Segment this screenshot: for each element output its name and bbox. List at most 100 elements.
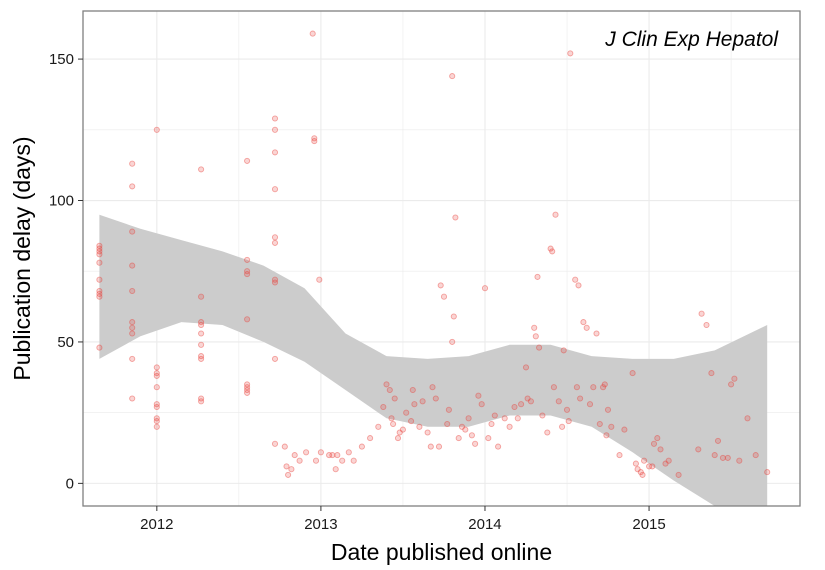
- data-point: [555, 398, 562, 405]
- data-point: [244, 316, 251, 323]
- data-point: [409, 386, 416, 394]
- data-point: [153, 126, 160, 133]
- data-point: [724, 454, 731, 461]
- data-point: [96, 259, 103, 266]
- data-point: [129, 324, 136, 331]
- data-point: [532, 333, 539, 340]
- data-point: [271, 276, 279, 283]
- data-point: [198, 341, 205, 348]
- data-point: [129, 330, 136, 337]
- data-point: [271, 126, 279, 133]
- data-point: [153, 423, 160, 430]
- data-point: [358, 443, 365, 450]
- data-point: [311, 135, 318, 142]
- data-point: [303, 449, 310, 456]
- data-point: [271, 239, 279, 246]
- data-point: [96, 248, 103, 255]
- data-point: [281, 443, 288, 450]
- data-point: [271, 279, 279, 286]
- data-point: [96, 293, 103, 300]
- data-point: [539, 412, 546, 419]
- data-point: [654, 435, 661, 442]
- data-point: [580, 319, 587, 326]
- data-point: [153, 370, 160, 377]
- data-point: [462, 426, 469, 433]
- data-point: [316, 276, 323, 283]
- data-point: [399, 426, 406, 433]
- data-point: [403, 409, 410, 416]
- data-point: [485, 435, 492, 442]
- data-point: [291, 452, 298, 459]
- x-axis-title: Date published online: [331, 539, 552, 565]
- data-point: [332, 466, 339, 473]
- data-point: [244, 381, 251, 388]
- data-point: [563, 406, 571, 413]
- data-point: [481, 285, 489, 292]
- data-point: [506, 423, 513, 430]
- data-point: [600, 384, 607, 391]
- data-point: [621, 426, 628, 433]
- data-point: [698, 310, 705, 317]
- data-point: [583, 324, 590, 331]
- data-point: [408, 418, 415, 425]
- data-point: [411, 401, 418, 408]
- x-tick-label: 2012: [140, 516, 173, 533]
- data-point: [244, 386, 251, 394]
- data-point: [317, 449, 324, 456]
- data-point: [244, 271, 251, 278]
- data-point: [577, 395, 584, 402]
- data-point: [367, 435, 374, 442]
- data-point: [575, 282, 582, 289]
- data-point: [350, 457, 357, 464]
- data-point: [129, 160, 136, 167]
- data-point: [345, 449, 352, 456]
- data-point: [244, 268, 251, 275]
- data-point: [416, 423, 423, 430]
- y-tick-label: 100: [49, 193, 74, 210]
- data-point: [650, 440, 658, 447]
- data-point: [198, 166, 205, 173]
- data-point: [445, 406, 452, 413]
- data-point: [616, 452, 623, 459]
- data-point: [468, 432, 475, 439]
- data-point: [271, 149, 279, 156]
- data-point: [271, 115, 279, 122]
- data-point: [527, 398, 534, 405]
- data-point: [283, 463, 290, 470]
- data-point: [488, 420, 495, 428]
- data-point: [435, 443, 443, 450]
- data-point: [559, 423, 566, 430]
- data-point: [129, 228, 136, 235]
- confidence-band-layer: [99, 214, 768, 506]
- data-point: [449, 338, 456, 345]
- data-point: [396, 429, 403, 436]
- data-point: [96, 242, 103, 249]
- data-point: [311, 138, 318, 145]
- data-point: [662, 460, 669, 467]
- data-point: [334, 452, 341, 459]
- data-point: [552, 211, 559, 218]
- data-point: [375, 423, 382, 430]
- data-point: [383, 381, 390, 388]
- data-point: [419, 398, 426, 405]
- data-point: [271, 355, 279, 362]
- data-point: [96, 245, 103, 252]
- data-point: [637, 469, 644, 476]
- data-point: [518, 401, 525, 408]
- data-point: [96, 290, 103, 297]
- data-point: [590, 384, 597, 391]
- data-point: [449, 73, 456, 80]
- data-point: [198, 395, 205, 402]
- data-point: [198, 321, 205, 329]
- data-point: [596, 420, 603, 428]
- data-point: [573, 384, 580, 391]
- data-point: [153, 372, 160, 379]
- data-point: [632, 460, 639, 467]
- data-point: [501, 415, 508, 422]
- data-point: [472, 440, 479, 447]
- data-point: [536, 344, 543, 351]
- data-point: [641, 457, 648, 464]
- data-point: [514, 415, 521, 422]
- data-point: [572, 276, 579, 283]
- data-point: [708, 370, 715, 377]
